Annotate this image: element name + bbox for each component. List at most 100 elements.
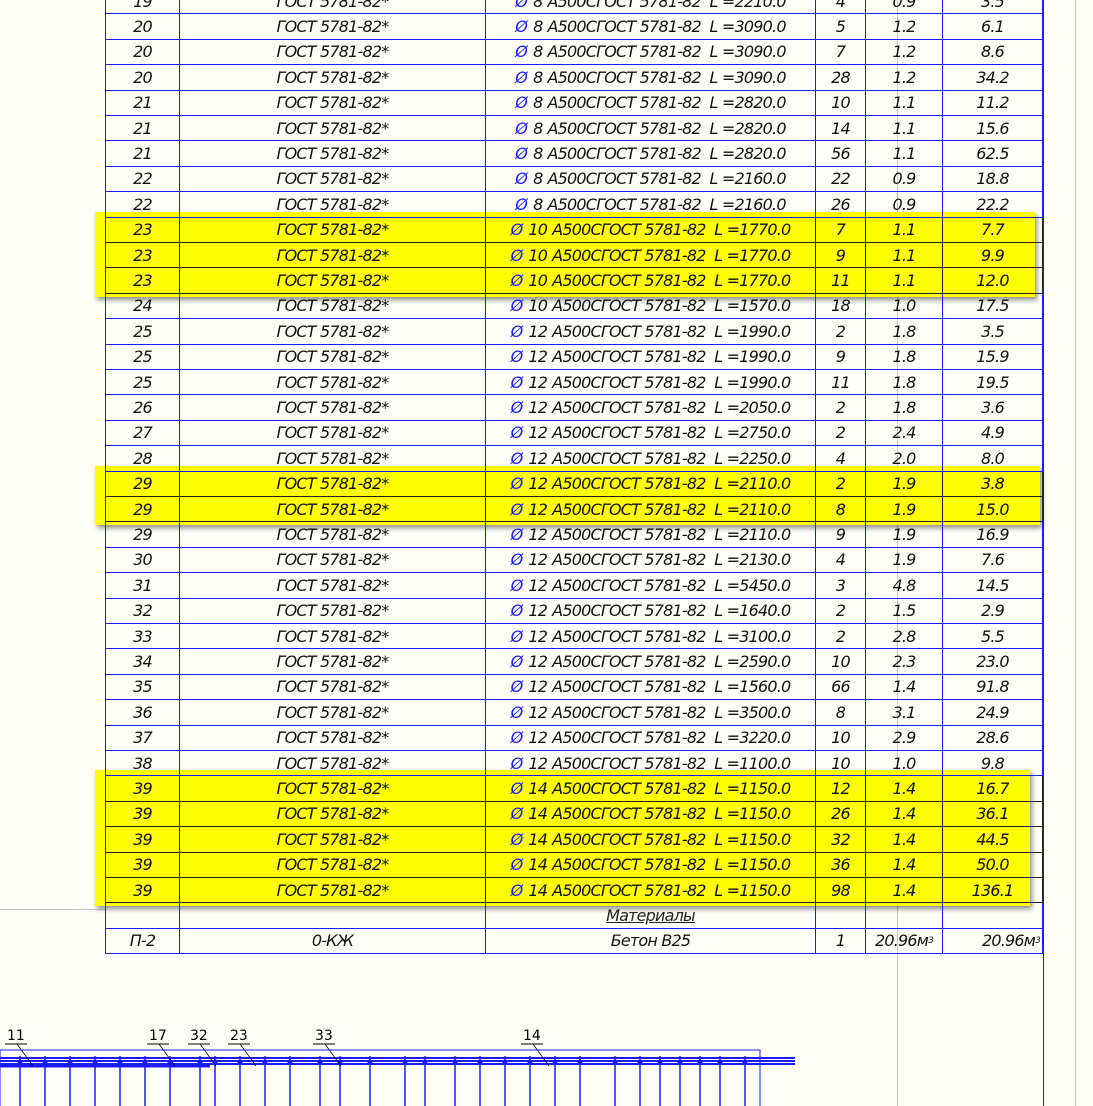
bar-spec: А500СГОСТ 5781-82 L =2110.0 [552, 474, 791, 494]
quantity-cell: 36 [816, 852, 866, 878]
table-row[interactable]: 32 ГОСТ 5781-82* Ø 12 А500СГОСТ 5781-82 L =1… [105, 598, 1043, 624]
quantity-cell: 10 [816, 751, 866, 777]
quantity-cell: 8 [816, 700, 866, 726]
table-row[interactable]: 21 ГОСТ 5781-82* Ø 8 А500СГОСТ 5781-82 L =28… [105, 141, 1043, 167]
name-cell: Ø 8 А500СГОСТ 5781-82 L =3090.0 [486, 14, 816, 40]
rebar-dot [402, 1059, 408, 1065]
rebar-dot [262, 1059, 268, 1065]
name-cell: Ø 8 А500СГОСТ 5781-82 L =2160.0 [486, 192, 816, 218]
table-row[interactable]: 29 ГОСТ 5781-82* Ø 12 А500СГОСТ 5781-82 L =2… [105, 471, 1043, 497]
unit-mass-cell: 1.4 [866, 878, 943, 904]
table-row[interactable]: 34 ГОСТ 5781-82* Ø 12 А500СГОСТ 5781-82 L =2… [105, 649, 1043, 675]
table-row[interactable]: 23 ГОСТ 5781-82* Ø 10 А500СГОСТ 5781-82 L =1… [105, 268, 1043, 294]
table-row[interactable]: 30 ГОСТ 5781-82* Ø 12 А500СГОСТ 5781-82 L =2… [105, 547, 1043, 574]
total-mass-cell: 16.7 [943, 776, 1043, 802]
total-mass-cell: 9.9 [943, 243, 1043, 269]
position-cell: 37 [105, 725, 180, 751]
table-row[interactable]: 35 ГОСТ 5781-82* Ø 12 А500СГОСТ 5781-82 L =1… [105, 674, 1043, 701]
beam-outline [0, 1049, 761, 1106]
table-row[interactable]: 38 ГОСТ 5781-82* Ø 12 А500СГОСТ 5781-82 L =1… [105, 751, 1043, 777]
highlight-band [95, 770, 1030, 907]
table-row[interactable]: 39 ГОСТ 5781-82* Ø 14 А500СГОСТ 5781-82 L =1… [105, 852, 1043, 878]
quantity-cell: 2 [816, 420, 866, 447]
position-cell: 20 [105, 65, 180, 91]
bar-spec: А500СГОСТ 5781-82 L =2210.0 [547, 0, 786, 11]
table-row[interactable]: 26 ГОСТ 5781-82* Ø 12 А500СГОСТ 5781-82 L =2… [105, 395, 1043, 421]
table-border-line [1043, 0, 1044, 1106]
diameter-icon: Ø [510, 804, 524, 824]
unit-mass-cell: 1.8 [866, 344, 943, 370]
table-row[interactable]: 20 ГОСТ 5781-82* Ø 8 А500СГОСТ 5781-82 L =30… [105, 39, 1043, 66]
table-row[interactable]: 33 ГОСТ 5781-82* Ø 12 А500СГОСТ 5781-82 L =3… [105, 624, 1043, 650]
table-row[interactable]: 39 ГОСТ 5781-82* Ø 14 А500СГОСТ 5781-82 L =1… [105, 827, 1043, 853]
total-mass-cell: 50.0 [943, 852, 1043, 878]
empty-cell [105, 903, 180, 929]
table-row[interactable]: 23 ГОСТ 5781-82* Ø 10 А500СГОСТ 5781-82 L =1… [105, 217, 1043, 243]
rebar-dot [527, 1059, 533, 1065]
bar-diameter: 12 [528, 499, 548, 519]
table-row[interactable]: 39 ГОСТ 5781-82* Ø 14 А500СГОСТ 5781-82 L =1… [105, 801, 1043, 828]
total-mass-cell: 91.8 [943, 674, 1043, 701]
table-row[interactable]: 29 ГОСТ 5781-82* Ø 12 А500СГОСТ 5781-82 L =2… [105, 497, 1043, 523]
table-row[interactable]: 37 ГОСТ 5781-82* Ø 12 А500СГОСТ 5781-82 L =3… [105, 725, 1043, 751]
total-mass-cell: 6.1 [943, 14, 1043, 40]
diameter-icon: Ø [515, 17, 528, 37]
bar-spec: А500СГОСТ 5781-82 L =2750.0 [552, 423, 791, 443]
table-row[interactable]: 19 ГОСТ 5781-82* Ø 8 А500СГОСТ 5781-82 L =22… [105, 0, 1043, 15]
table-row[interactable]: 27 ГОСТ 5781-82* Ø 12 А500СГОСТ 5781-82 L =2… [105, 420, 1043, 447]
table-row[interactable]: 36 ГОСТ 5781-82* Ø 12 А500СГОСТ 5781-82 L =3… [105, 700, 1043, 726]
position-cell: 39 [105, 776, 180, 802]
table-row[interactable]: 29 ГОСТ 5781-82* Ø 12 А500СГОСТ 5781-82 L =2… [105, 522, 1043, 548]
rebar-dot [287, 1059, 293, 1065]
table-row[interactable]: 20 ГОСТ 5781-82* Ø 8 А500СГОСТ 5781-82 L =30… [105, 65, 1043, 91]
rebar-dot [422, 1059, 428, 1065]
position-cell: 28 [105, 446, 180, 472]
quantity-cell: 66 [816, 674, 866, 701]
name-cell: Ø 12 А500СГОСТ 5781-82 L =2050.0 [486, 395, 816, 421]
quantity-cell: 2 [816, 624, 866, 650]
quantity-cell: 26 [816, 801, 866, 828]
quantity-cell: 22 [816, 166, 866, 193]
table-row[interactable]: 25 ГОСТ 5781-82* Ø 12 А500СГОСТ 5781-82 L =1… [105, 370, 1043, 396]
table-row[interactable]: 25 ГОСТ 5781-82* Ø 12 А500СГОСТ 5781-82 L =1… [105, 319, 1043, 345]
table-row[interactable]: 28 ГОСТ 5781-82* Ø 12 А500СГОСТ 5781-82 L =2… [105, 446, 1043, 472]
position-cell: 39 [105, 878, 180, 904]
table-row[interactable]: П-2 0-КЖ Бетон В25 1 20.96 м 3 20.96 м 3 [105, 928, 1043, 955]
table-row[interactable]: 23 ГОСТ 5781-82* Ø 10 А500СГОСТ 5781-82 L =1… [105, 243, 1043, 269]
total-mass-cell: 8.0 [943, 446, 1043, 472]
rebar-dot [197, 1059, 203, 1065]
table-row[interactable]: 39 ГОСТ 5781-82* Ø 14 А500СГОСТ 5781-82 L =1… [105, 878, 1043, 904]
total-mass-cell: 23.0 [943, 649, 1043, 675]
table-row[interactable]: 39 ГОСТ 5781-82* Ø 14 А500СГОСТ 5781-82 L =1… [105, 776, 1043, 802]
position-cell: П-2 [105, 928, 180, 955]
position-cell: 23 [105, 243, 180, 269]
rebar-dot [612, 1059, 618, 1065]
bar-spec: А500СГОСТ 5781-82 L =1990.0 [552, 347, 791, 367]
table-row[interactable]: 22 ГОСТ 5781-82* Ø 8 А500СГОСТ 5781-82 L =21… [105, 192, 1043, 218]
diameter-icon: Ø [510, 271, 524, 291]
total-mass-cell: 5.5 [943, 624, 1043, 650]
rebar-dot [317, 1059, 323, 1065]
bar-diameter: 12 [528, 347, 548, 367]
table-row[interactable]: 20 ГОСТ 5781-82* Ø 8 А500СГОСТ 5781-82 L =30… [105, 14, 1043, 40]
callout-label: 32 [190, 1028, 208, 1044]
name-cell: Ø 12 А500СГОСТ 5781-82 L =2250.0 [486, 446, 816, 472]
table-row[interactable]: 31 ГОСТ 5781-82* Ø 12 А500СГОСТ 5781-82 L =5… [105, 573, 1043, 599]
bar-diameter: 10 [528, 296, 548, 316]
table-row[interactable]: 24 ГОСТ 5781-82* Ø 10 А500СГОСТ 5781-82 L =1… [105, 293, 1043, 320]
callout-leader [239, 1043, 257, 1067]
document-cell: ГОСТ 5781-82* [180, 420, 486, 447]
document-cell: ГОСТ 5781-82* [180, 446, 486, 472]
bar-spec: А500СГОСТ 5781-82 L =1770.0 [552, 220, 791, 240]
position-cell: 19 [105, 0, 180, 15]
unit-mass-cell: 2.9 [866, 725, 943, 751]
table-row[interactable]: 21 ГОСТ 5781-82* Ø 8 А500СГОСТ 5781-82 L =28… [105, 90, 1043, 116]
table-row[interactable]: 22 ГОСТ 5781-82* Ø 8 А500СГОСТ 5781-82 L =21… [105, 166, 1043, 193]
bar-diameter: 12 [528, 652, 548, 672]
highlight-band [95, 211, 1035, 297]
table-row[interactable]: 25 ГОСТ 5781-82* Ø 12 А500СГОСТ 5781-82 L =1… [105, 344, 1043, 370]
name-cell: Ø 8 А500СГОСТ 5781-82 L =2160.0 [486, 166, 816, 193]
bar-diameter: 12 [528, 728, 548, 748]
table-row[interactable]: 21 ГОСТ 5781-82* Ø 8 А500СГОСТ 5781-82 L =28… [105, 116, 1043, 142]
unit-mass-cell: 1.4 [866, 776, 943, 802]
